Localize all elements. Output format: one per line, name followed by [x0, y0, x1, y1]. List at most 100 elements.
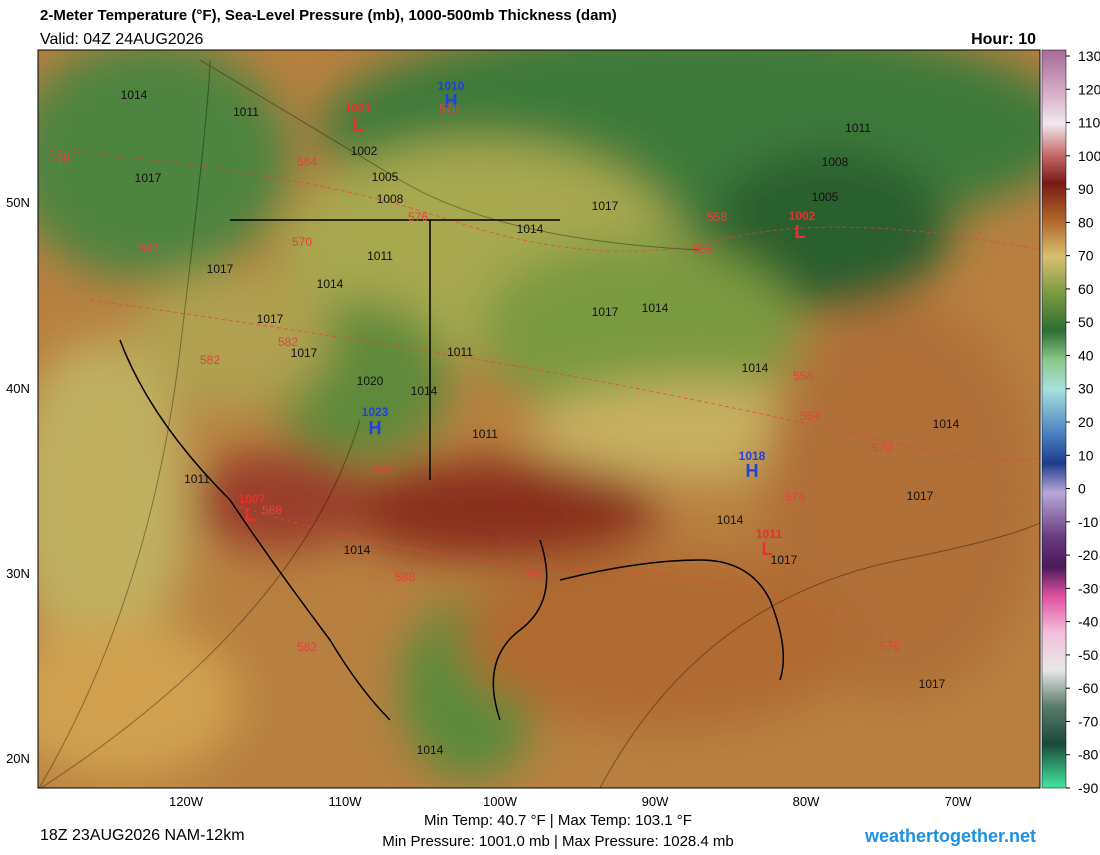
isobar-label: 1011	[845, 121, 871, 135]
thickness-label: 558	[693, 242, 713, 256]
thickness-label: 570	[439, 102, 459, 116]
isobar-label: 1017	[291, 346, 318, 360]
isobar-label: 1014	[517, 222, 544, 236]
isobar-label: 1017	[257, 312, 284, 326]
center-value: L	[245, 505, 256, 525]
thickness-label: 558	[707, 210, 727, 224]
colorbar-tick-label: -80	[1078, 747, 1098, 763]
lat-label: 30N	[6, 566, 30, 581]
colorbar-tick-label: 80	[1078, 214, 1094, 230]
isobar-label: 1014	[121, 88, 148, 102]
colorbar-tick-label: 70	[1078, 248, 1094, 264]
thickness-label: 570	[292, 235, 312, 249]
map-frame	[37, 49, 1041, 789]
thickness-label: 564	[139, 241, 159, 255]
thickness-label: 558	[50, 151, 70, 165]
isobar-label: 1017	[135, 171, 162, 185]
center-letter: L	[795, 222, 806, 242]
map-field	[38, 50, 1040, 788]
isobar-label: 1017	[771, 553, 798, 567]
isobar-label: 1014	[417, 743, 444, 757]
center-letter: H	[369, 418, 382, 438]
isobar-label: 1011	[472, 427, 498, 441]
thickness-label: 588	[262, 503, 282, 517]
colorbar-tick-label: -30	[1078, 580, 1098, 596]
lat-label: 50N	[6, 195, 30, 210]
isobar-label: 1011	[447, 345, 473, 359]
colorbar-tick-label: -50	[1078, 647, 1098, 663]
colorbar-tick-label: 10	[1078, 447, 1094, 463]
colorbar-tick-label: 100	[1078, 148, 1100, 164]
colorbar-tick-label: -60	[1078, 680, 1098, 696]
isobar-label: 1014	[642, 301, 669, 315]
thickness-label: 576	[880, 639, 900, 653]
center-value: 1007	[239, 492, 266, 506]
colorbar-tick-label: 30	[1078, 381, 1094, 397]
center-letter: L	[353, 115, 364, 135]
thickness-label: 570	[872, 441, 892, 455]
colorbar-tick-label: -90	[1078, 780, 1098, 796]
thickness-label: 588	[373, 463, 393, 477]
colorbar-tick-label: 90	[1078, 181, 1094, 197]
isobar-label: 1011	[184, 472, 210, 486]
colorbar-tick-label: 20	[1078, 414, 1094, 430]
isobar-label: 1014	[717, 513, 744, 527]
thickness-label: 588	[520, 567, 540, 581]
isobar-label: 1008	[822, 155, 849, 169]
lat-label: 20N	[6, 751, 30, 766]
colorbar-tick-label: 40	[1078, 347, 1094, 363]
thickness-label: 558	[793, 369, 813, 383]
colorbar-tick-label: 130	[1078, 48, 1100, 64]
pressure-range: Min Pressure: 1001.0 mb | Max Pressure: …	[382, 833, 734, 850]
colorbar-ticks: 1301201101009080706050403020100-10-20-30…	[1066, 48, 1100, 796]
lat-label: 40N	[6, 381, 30, 396]
thickness-label: 588	[395, 570, 415, 584]
site-link[interactable]: weathertogether.net	[864, 826, 1036, 846]
isobar-label: 1014	[317, 277, 344, 291]
lon-label: 100W	[483, 794, 518, 809]
thickness-labels: 558 564 570 576 564 570 582 582 588 588 588 582 588 5…	[50, 102, 900, 654]
isobar-label: 1020	[357, 374, 384, 388]
isobar-label: 1017	[592, 199, 619, 213]
latitude-labels: 50N 40N 30N 20N	[6, 195, 30, 766]
forecast-hour: Hour: 10	[971, 31, 1036, 48]
lon-label: 90W	[642, 794, 669, 809]
center-letter: L	[762, 539, 773, 559]
isobar-label: 1014	[742, 361, 769, 375]
isobar-label: 1014	[411, 384, 438, 398]
thickness-label: 564	[297, 155, 317, 169]
colorbar	[1041, 49, 1067, 789]
isobar-label: 1017	[907, 489, 934, 503]
isobar-label: 1017	[207, 262, 234, 276]
thickness-label: 582	[297, 640, 317, 654]
isobar-label: 1014	[933, 417, 960, 431]
lon-label: 120W	[169, 794, 204, 809]
thickness-label: 564	[800, 409, 820, 423]
model-run: 18Z 23AUG2026 NAM-12km	[40, 827, 245, 844]
colorbar-tick-label: 0	[1078, 481, 1086, 497]
temp-range: Min Temp: 40.7 °F | Max Temp: 103.1 °F	[424, 812, 692, 829]
colorbar-tick-label: -20	[1078, 547, 1098, 563]
isobar-label: 1002	[351, 144, 378, 158]
valid-time: Valid: 04Z 24AUG2026	[40, 31, 203, 48]
colorbar-tick-label: -40	[1078, 614, 1098, 630]
center-value: 1018	[739, 449, 766, 463]
thickness-label: 576	[785, 490, 805, 504]
colorbar-tick-label: -10	[1078, 514, 1098, 530]
isobar-label: 1011	[233, 105, 259, 119]
colorbar-tick-label: -70	[1078, 713, 1098, 729]
isobar-label: 1017	[592, 305, 619, 319]
center-value: 1002	[789, 209, 816, 223]
isobar-label: 1011	[367, 249, 393, 263]
lon-label: 110W	[329, 794, 363, 809]
thickness-label: 582	[200, 353, 220, 367]
center-value: 1001	[345, 101, 372, 115]
isobar-label: 1017	[919, 677, 946, 691]
isobar-labels: 1014 1011 1002 1005 1008 1017 1014 1011 1017 1014…	[121, 88, 960, 757]
colorbar-tick-label: 60	[1078, 281, 1094, 297]
colorbar-tick-label: 120	[1078, 81, 1100, 97]
center-value: 1023	[362, 405, 389, 419]
center-letter: H	[746, 461, 759, 481]
thickness-label: 582	[278, 335, 298, 349]
